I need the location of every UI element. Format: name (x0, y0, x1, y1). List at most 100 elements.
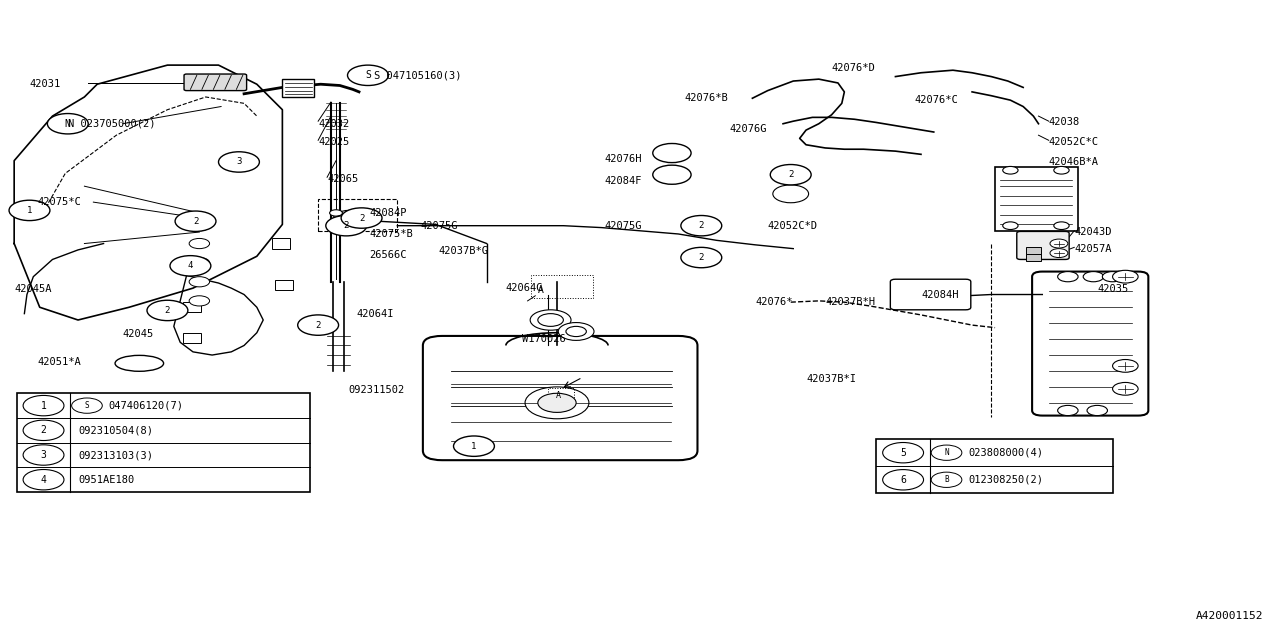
Circle shape (72, 398, 102, 413)
Text: 2: 2 (788, 170, 794, 179)
Circle shape (147, 300, 188, 321)
Circle shape (453, 436, 494, 456)
Circle shape (566, 326, 586, 337)
Text: 42076*C: 42076*C (915, 95, 959, 105)
Text: 42084P: 42084P (369, 208, 407, 218)
Bar (183, 264, 201, 274)
Circle shape (189, 221, 210, 231)
Text: 42037B*I: 42037B*I (806, 374, 856, 383)
Circle shape (883, 470, 924, 490)
Circle shape (1057, 405, 1078, 415)
Text: 42075*C: 42075*C (37, 197, 81, 207)
Circle shape (684, 217, 719, 235)
Circle shape (23, 420, 64, 440)
Text: 4: 4 (41, 475, 46, 484)
Bar (183, 302, 201, 312)
Text: A: A (538, 285, 544, 294)
Circle shape (1057, 271, 1078, 282)
Circle shape (538, 314, 563, 326)
Circle shape (1112, 270, 1138, 283)
Circle shape (653, 143, 691, 163)
Text: 2: 2 (699, 221, 704, 230)
Text: 2: 2 (343, 221, 349, 230)
Circle shape (9, 200, 50, 221)
Circle shape (175, 211, 216, 232)
Circle shape (558, 323, 594, 340)
Text: 3: 3 (237, 157, 242, 166)
Circle shape (335, 219, 346, 224)
Circle shape (219, 152, 260, 172)
Text: 42075*B: 42075*B (369, 229, 413, 239)
Circle shape (1053, 166, 1069, 174)
Text: N 023705000(2): N 023705000(2) (68, 119, 155, 129)
Text: 42037B*H: 42037B*H (826, 297, 876, 307)
Text: 2: 2 (41, 426, 46, 435)
Text: S 047105160(3): S 047105160(3) (374, 70, 462, 80)
Text: 26566C: 26566C (369, 250, 407, 260)
Text: 42065: 42065 (328, 173, 358, 184)
Text: 42035: 42035 (1097, 284, 1129, 294)
Circle shape (525, 387, 589, 419)
Text: 42076H: 42076H (604, 154, 641, 164)
Circle shape (1112, 383, 1138, 395)
Text: 023808000(4): 023808000(4) (968, 448, 1043, 458)
Circle shape (189, 239, 210, 248)
Text: 42076*B: 42076*B (685, 93, 728, 103)
Bar (1025, 247, 1041, 255)
Text: S: S (84, 401, 90, 410)
FancyBboxPatch shape (1016, 232, 1069, 259)
Circle shape (1102, 271, 1123, 282)
Text: 092313103(3): 092313103(3) (78, 450, 154, 460)
Bar (273, 239, 291, 248)
Bar (319, 199, 397, 231)
Text: 4: 4 (188, 261, 193, 270)
Circle shape (773, 166, 809, 184)
Circle shape (189, 276, 210, 287)
Text: 2: 2 (358, 214, 365, 223)
Circle shape (326, 216, 366, 236)
Text: 42052C*C: 42052C*C (1048, 136, 1098, 147)
Text: 42064G: 42064G (506, 283, 544, 293)
Text: 0951AE180: 0951AE180 (78, 475, 134, 484)
Circle shape (351, 219, 361, 224)
Text: 1: 1 (41, 401, 46, 411)
Text: 5: 5 (900, 448, 906, 458)
Circle shape (23, 396, 64, 416)
Text: 42075G: 42075G (420, 221, 458, 230)
Circle shape (189, 257, 210, 268)
Circle shape (342, 208, 381, 228)
Circle shape (189, 296, 210, 306)
Circle shape (334, 211, 364, 226)
Text: A: A (556, 390, 561, 400)
Text: 42025: 42025 (319, 136, 349, 147)
Circle shape (932, 445, 961, 460)
Circle shape (1050, 248, 1068, 257)
Text: 42038: 42038 (1048, 118, 1080, 127)
Bar (283, 79, 315, 97)
Circle shape (1087, 405, 1107, 415)
Text: 42032: 42032 (319, 119, 349, 129)
Circle shape (170, 255, 211, 276)
Text: 42075G: 42075G (604, 221, 641, 230)
Text: 42037B*G: 42037B*G (438, 246, 488, 256)
Circle shape (1002, 166, 1018, 174)
Bar (275, 280, 293, 290)
Text: 42076*D: 42076*D (832, 63, 876, 74)
Text: 1: 1 (471, 442, 476, 451)
Circle shape (1002, 222, 1018, 230)
Text: 6: 6 (900, 475, 906, 484)
Text: 42057A: 42057A (1074, 244, 1112, 253)
Text: S: S (365, 70, 371, 80)
Text: 42084F: 42084F (604, 176, 641, 186)
Text: N: N (65, 119, 70, 129)
Text: N: N (945, 448, 948, 457)
Text: 42046B*A: 42046B*A (1048, 157, 1098, 167)
Text: 42051*A: 42051*A (37, 357, 81, 367)
Text: 2: 2 (315, 321, 321, 330)
Circle shape (773, 185, 809, 203)
Circle shape (681, 247, 722, 268)
Circle shape (330, 210, 343, 216)
Text: 092311502: 092311502 (348, 385, 404, 395)
Text: A420001152: A420001152 (1196, 611, 1263, 621)
Circle shape (298, 315, 339, 335)
